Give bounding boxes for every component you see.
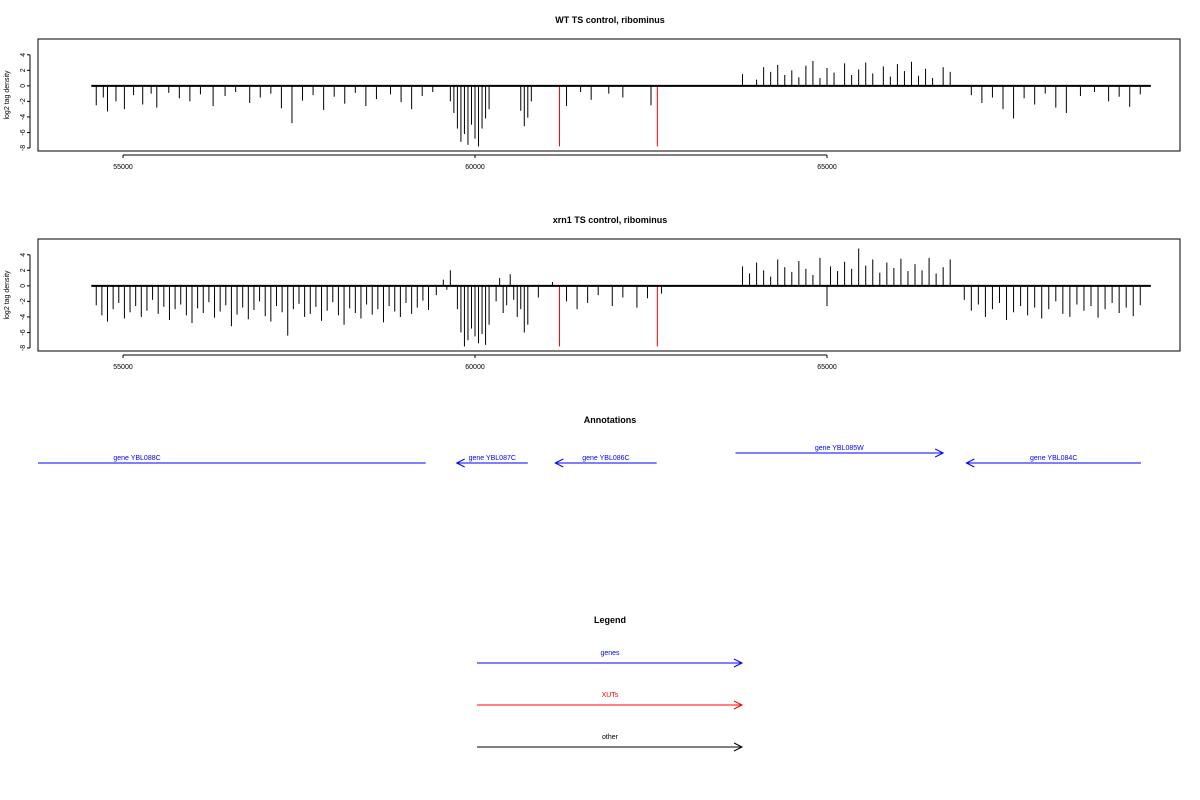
annotation-label: gene YBL088C: [113, 455, 160, 462]
xrn1-track-title: xrn1 TS control, ribominus: [553, 215, 668, 225]
xrn1-x-tick-label: 55000: [113, 364, 133, 371]
wt-y-tick-label: -6: [20, 129, 27, 135]
legend-label: genes: [600, 650, 620, 657]
xrn1-y-axis: -8 -6 -4 -2 0 2 4: [20, 253, 31, 351]
wt-y-tick-label: -2: [20, 98, 27, 104]
arrow-left-icon: [965, 458, 975, 468]
annotations-panel: Annotations gene YBL088C gene YBL087C gene…: [38, 415, 1141, 468]
arrow-left-icon: [455, 458, 465, 468]
wt-x-tick-label: 65000: [817, 164, 837, 171]
annotation-label: gene YBL086C: [582, 455, 629, 462]
xrn1-y-tick-label: -2: [20, 298, 27, 304]
xrn1-bars: [91, 248, 1151, 347]
wt-x-tick-label: 55000: [113, 164, 133, 171]
xrn1-y-tick-label: -4: [20, 314, 27, 320]
arrow-right-icon: [733, 700, 744, 710]
xrn1-track-panel: xrn1 TS control, ribominus log2 tag dens…: [4, 215, 1181, 371]
wt-y-axis-label: log2 tag density: [4, 70, 11, 120]
xrn1-y-axis-label: log2 tag density: [4, 270, 11, 320]
wt-y-tick-label: -8: [20, 145, 27, 151]
wt-y-tick-label: -4: [20, 114, 27, 120]
xrn1-y-tick-label: 4: [20, 253, 27, 257]
wt-y-axis: -8 -6 -4 -2 0 2 4: [20, 53, 31, 151]
annotation-label: gene YBL084C: [1030, 455, 1077, 462]
wt-x-tick-label: 60000: [465, 164, 485, 171]
xrn1-x-axis: 55000 60000 65000: [113, 354, 837, 371]
wt-track-title: WT TS control, ribominus: [555, 15, 665, 25]
wt-x-axis: 55000 60000 65000: [113, 154, 837, 171]
xrn1-y-tick-label: 2: [20, 268, 27, 272]
wt-y-tick-label: 0: [20, 84, 27, 88]
legend-label: other: [602, 734, 619, 741]
arrow-left-icon: [554, 458, 564, 468]
xrn1-plot-frame: [37, 238, 1181, 352]
xrn1-y-tick-label: -8: [20, 345, 27, 351]
arrow-right-icon: [733, 742, 744, 752]
legend-items: genes XUTs other: [477, 650, 744, 752]
legend-panel: Legend genes XUTs other: [477, 615, 744, 752]
annotation-label: gene YBL085W: [815, 445, 864, 452]
wt-y-tick-label: 4: [20, 53, 27, 57]
xrn1-y-tick-label: -6: [20, 329, 27, 335]
wt-plot-frame: [37, 38, 1181, 152]
xrn1-x-tick-label: 60000: [465, 364, 485, 371]
xrn1-y-tick-label: 0: [20, 284, 27, 288]
annotation-label: gene YBL087C: [469, 455, 516, 462]
annotation-items: gene YBL088C gene YBL087C gene YBL086C gene…: [38, 445, 1141, 468]
annotations-title: Annotations: [584, 415, 637, 425]
wt-track-panel: WT TS control, ribominus log2 tag densit…: [4, 15, 1181, 171]
legend-label: XUTs: [602, 692, 619, 699]
wt-bars: [91, 60, 1151, 147]
arrow-right-icon: [934, 448, 945, 458]
xrn1-x-tick-label: 65000: [817, 364, 837, 371]
wt-y-tick-label: 2: [20, 68, 27, 72]
arrow-right-icon: [733, 658, 744, 668]
legend-title: Legend: [594, 615, 626, 625]
